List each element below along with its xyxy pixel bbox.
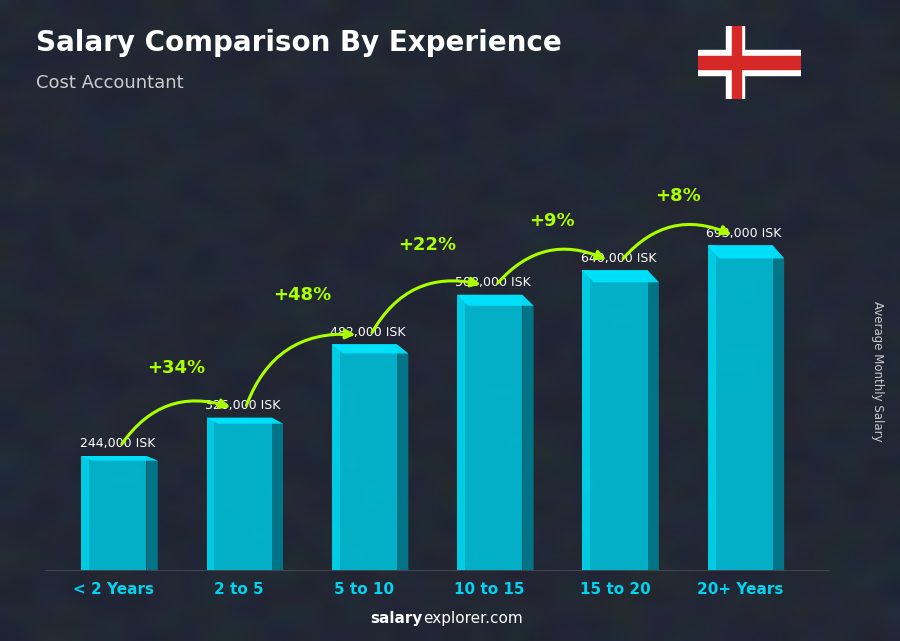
Text: Cost Accountant: Cost Accountant	[36, 74, 184, 92]
Text: 244,000 ISK: 244,000 ISK	[79, 437, 155, 450]
Bar	[732, 26, 741, 99]
Polygon shape	[332, 344, 339, 570]
Polygon shape	[207, 417, 283, 424]
Bar	[698, 50, 801, 75]
Text: +34%: +34%	[148, 359, 205, 377]
Polygon shape	[707, 246, 773, 570]
Polygon shape	[582, 271, 590, 570]
Text: 588,000 ISK: 588,000 ISK	[455, 276, 531, 289]
Text: Salary Comparison By Experience: Salary Comparison By Experience	[36, 29, 562, 57]
Polygon shape	[207, 417, 214, 570]
Polygon shape	[457, 295, 465, 570]
Polygon shape	[457, 295, 534, 306]
Polygon shape	[707, 246, 784, 258]
Polygon shape	[207, 417, 272, 570]
Polygon shape	[81, 456, 147, 570]
Text: +48%: +48%	[273, 286, 331, 304]
Text: +9%: +9%	[529, 212, 575, 230]
Bar	[698, 56, 801, 69]
Polygon shape	[522, 295, 534, 570]
Text: Average Monthly Salary: Average Monthly Salary	[871, 301, 884, 442]
Polygon shape	[582, 271, 659, 282]
Polygon shape	[147, 456, 158, 570]
Text: 482,000 ISK: 482,000 ISK	[330, 326, 406, 338]
Text: explorer.com: explorer.com	[423, 611, 523, 626]
Text: salary: salary	[371, 611, 423, 626]
Polygon shape	[397, 344, 409, 570]
Polygon shape	[582, 271, 648, 570]
Text: 693,000 ISK: 693,000 ISK	[706, 227, 781, 240]
Text: +22%: +22%	[398, 237, 456, 254]
Text: 640,000 ISK: 640,000 ISK	[580, 251, 656, 265]
Bar	[726, 26, 743, 99]
Polygon shape	[332, 344, 397, 570]
Polygon shape	[332, 344, 409, 353]
Polygon shape	[81, 456, 158, 461]
Text: 326,000 ISK: 326,000 ISK	[205, 399, 280, 412]
Polygon shape	[648, 271, 659, 570]
Polygon shape	[272, 417, 283, 570]
Polygon shape	[773, 246, 784, 570]
Text: +8%: +8%	[655, 187, 700, 205]
Polygon shape	[81, 456, 89, 570]
Polygon shape	[457, 295, 522, 570]
Polygon shape	[707, 246, 716, 570]
